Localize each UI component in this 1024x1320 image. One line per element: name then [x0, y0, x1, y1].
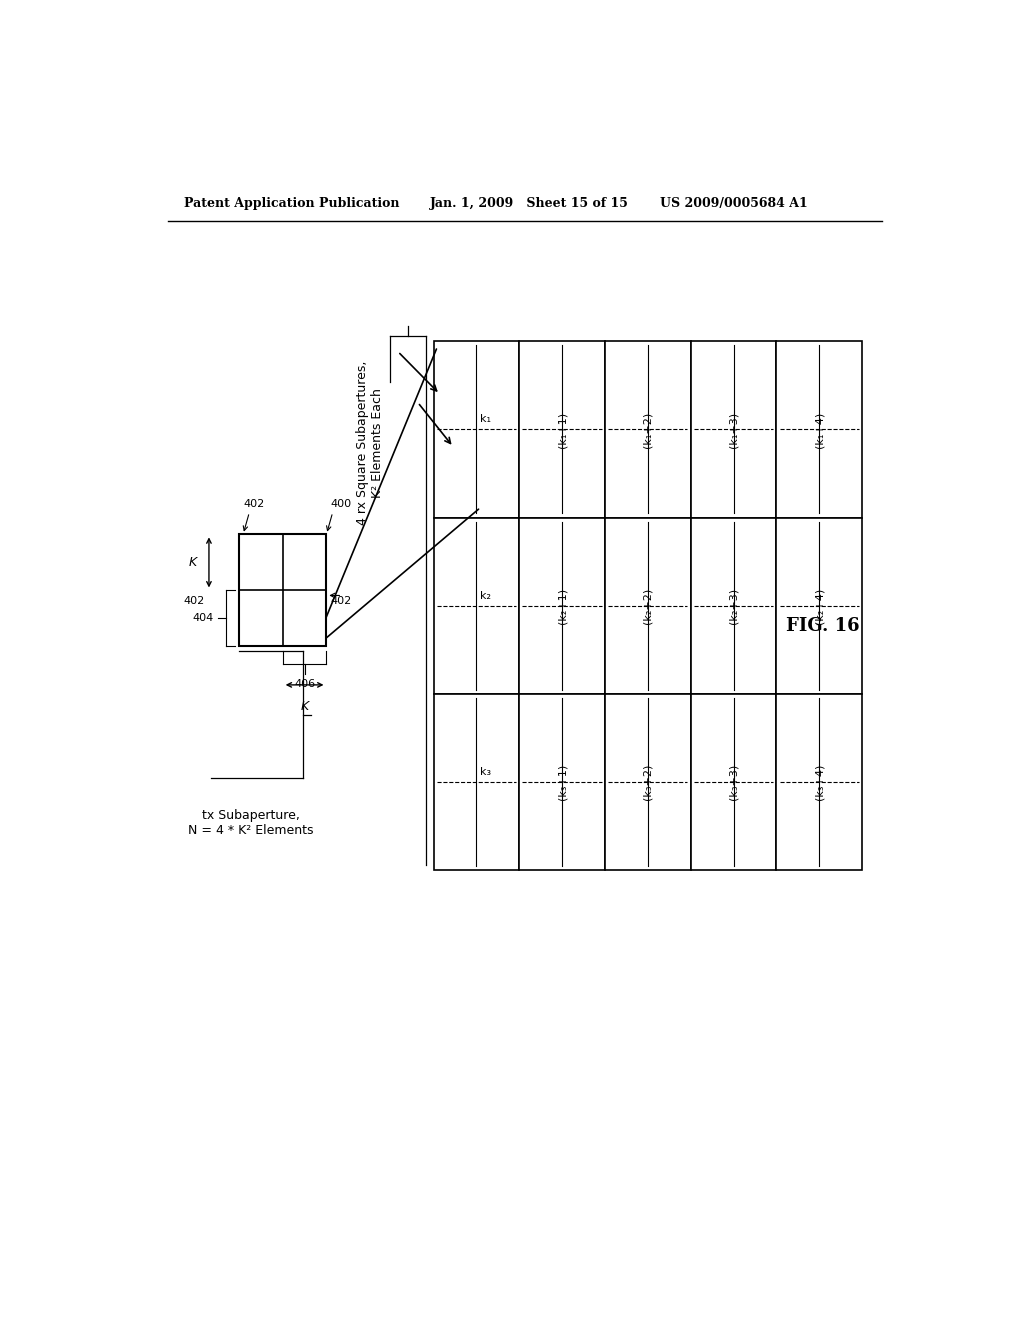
Text: (k₂+2): (k₂+2)	[643, 587, 653, 624]
Bar	[433, 694, 519, 870]
Text: (k₂+1): (k₂+1)	[557, 587, 567, 623]
Text: (k₃+3): (k₃+3)	[728, 764, 738, 800]
Bar	[690, 694, 776, 870]
Bar	[433, 517, 519, 694]
Text: 404: 404	[193, 614, 214, 623]
Bar	[605, 342, 690, 517]
Bar	[605, 694, 690, 870]
Text: (k₂+4): (k₂+4)	[814, 587, 824, 624]
Text: (k₁+4): (k₁+4)	[814, 412, 824, 447]
Bar	[519, 517, 605, 694]
Text: Patent Application Publication: Patent Application Publication	[183, 197, 399, 210]
Bar	[519, 342, 605, 517]
Bar	[690, 517, 776, 694]
Text: (k₃+4): (k₃+4)	[814, 763, 824, 800]
Text: US 2009/0005684 A1: US 2009/0005684 A1	[659, 197, 808, 210]
Bar	[776, 694, 862, 870]
Text: 406: 406	[294, 678, 315, 689]
Bar	[690, 342, 776, 517]
Text: 400: 400	[331, 499, 351, 510]
Text: k₂: k₂	[480, 590, 492, 601]
Text: (k₁+3): (k₁+3)	[728, 412, 738, 447]
Bar	[519, 694, 605, 870]
Bar	[605, 517, 690, 694]
Bar	[776, 342, 862, 517]
Bar	[240, 535, 327, 647]
Text: K: K	[300, 700, 308, 713]
Text: (k₁+1): (k₁+1)	[557, 412, 567, 447]
Text: (k₃+2): (k₃+2)	[643, 763, 653, 800]
Text: 4 rx Square Subapertures,
K² Elements Each: 4 rx Square Subapertures, K² Elements Ea…	[356, 360, 384, 525]
Text: 402: 402	[183, 595, 205, 606]
Text: k₃: k₃	[480, 767, 492, 776]
Text: (k₃+1): (k₃+1)	[557, 764, 567, 800]
Text: FIG. 16: FIG. 16	[785, 616, 859, 635]
Bar	[433, 342, 519, 517]
Text: k₁: k₁	[480, 414, 492, 424]
Text: (k₁+2): (k₁+2)	[643, 412, 653, 447]
Text: (k₂+3): (k₂+3)	[728, 587, 738, 623]
Text: K: K	[188, 556, 197, 569]
Text: Jan. 1, 2009   Sheet 15 of 15: Jan. 1, 2009 Sheet 15 of 15	[430, 197, 629, 210]
Text: 402: 402	[243, 499, 264, 510]
Text: 402: 402	[331, 595, 351, 606]
Bar	[776, 517, 862, 694]
Text: tx Subaperture,
N = 4 * K² Elements: tx Subaperture, N = 4 * K² Elements	[188, 809, 313, 837]
